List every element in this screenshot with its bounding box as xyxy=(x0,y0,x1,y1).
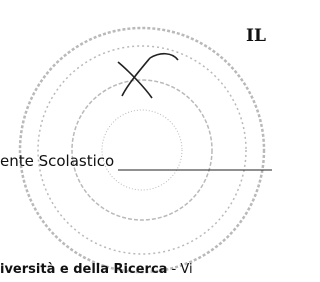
footer: iversità e della Ricerca - Vi xyxy=(0,262,193,277)
stamp-heading: IL xyxy=(246,26,266,46)
stamp xyxy=(20,28,264,272)
signature xyxy=(118,54,178,98)
page: IL ente Scolastico iversità e della Rice… xyxy=(0,0,272,282)
footer-bold: iversità e della Ricerca xyxy=(0,262,167,277)
signature-caption: ente Scolastico xyxy=(0,152,114,170)
stamp-outer-ring xyxy=(20,28,264,272)
stamp-emblem xyxy=(102,110,182,190)
stamp-inner-ring xyxy=(72,80,212,220)
stamp-and-signature xyxy=(0,0,272,282)
stamp-ring xyxy=(38,46,246,254)
footer-rest: - Vi xyxy=(167,262,192,277)
